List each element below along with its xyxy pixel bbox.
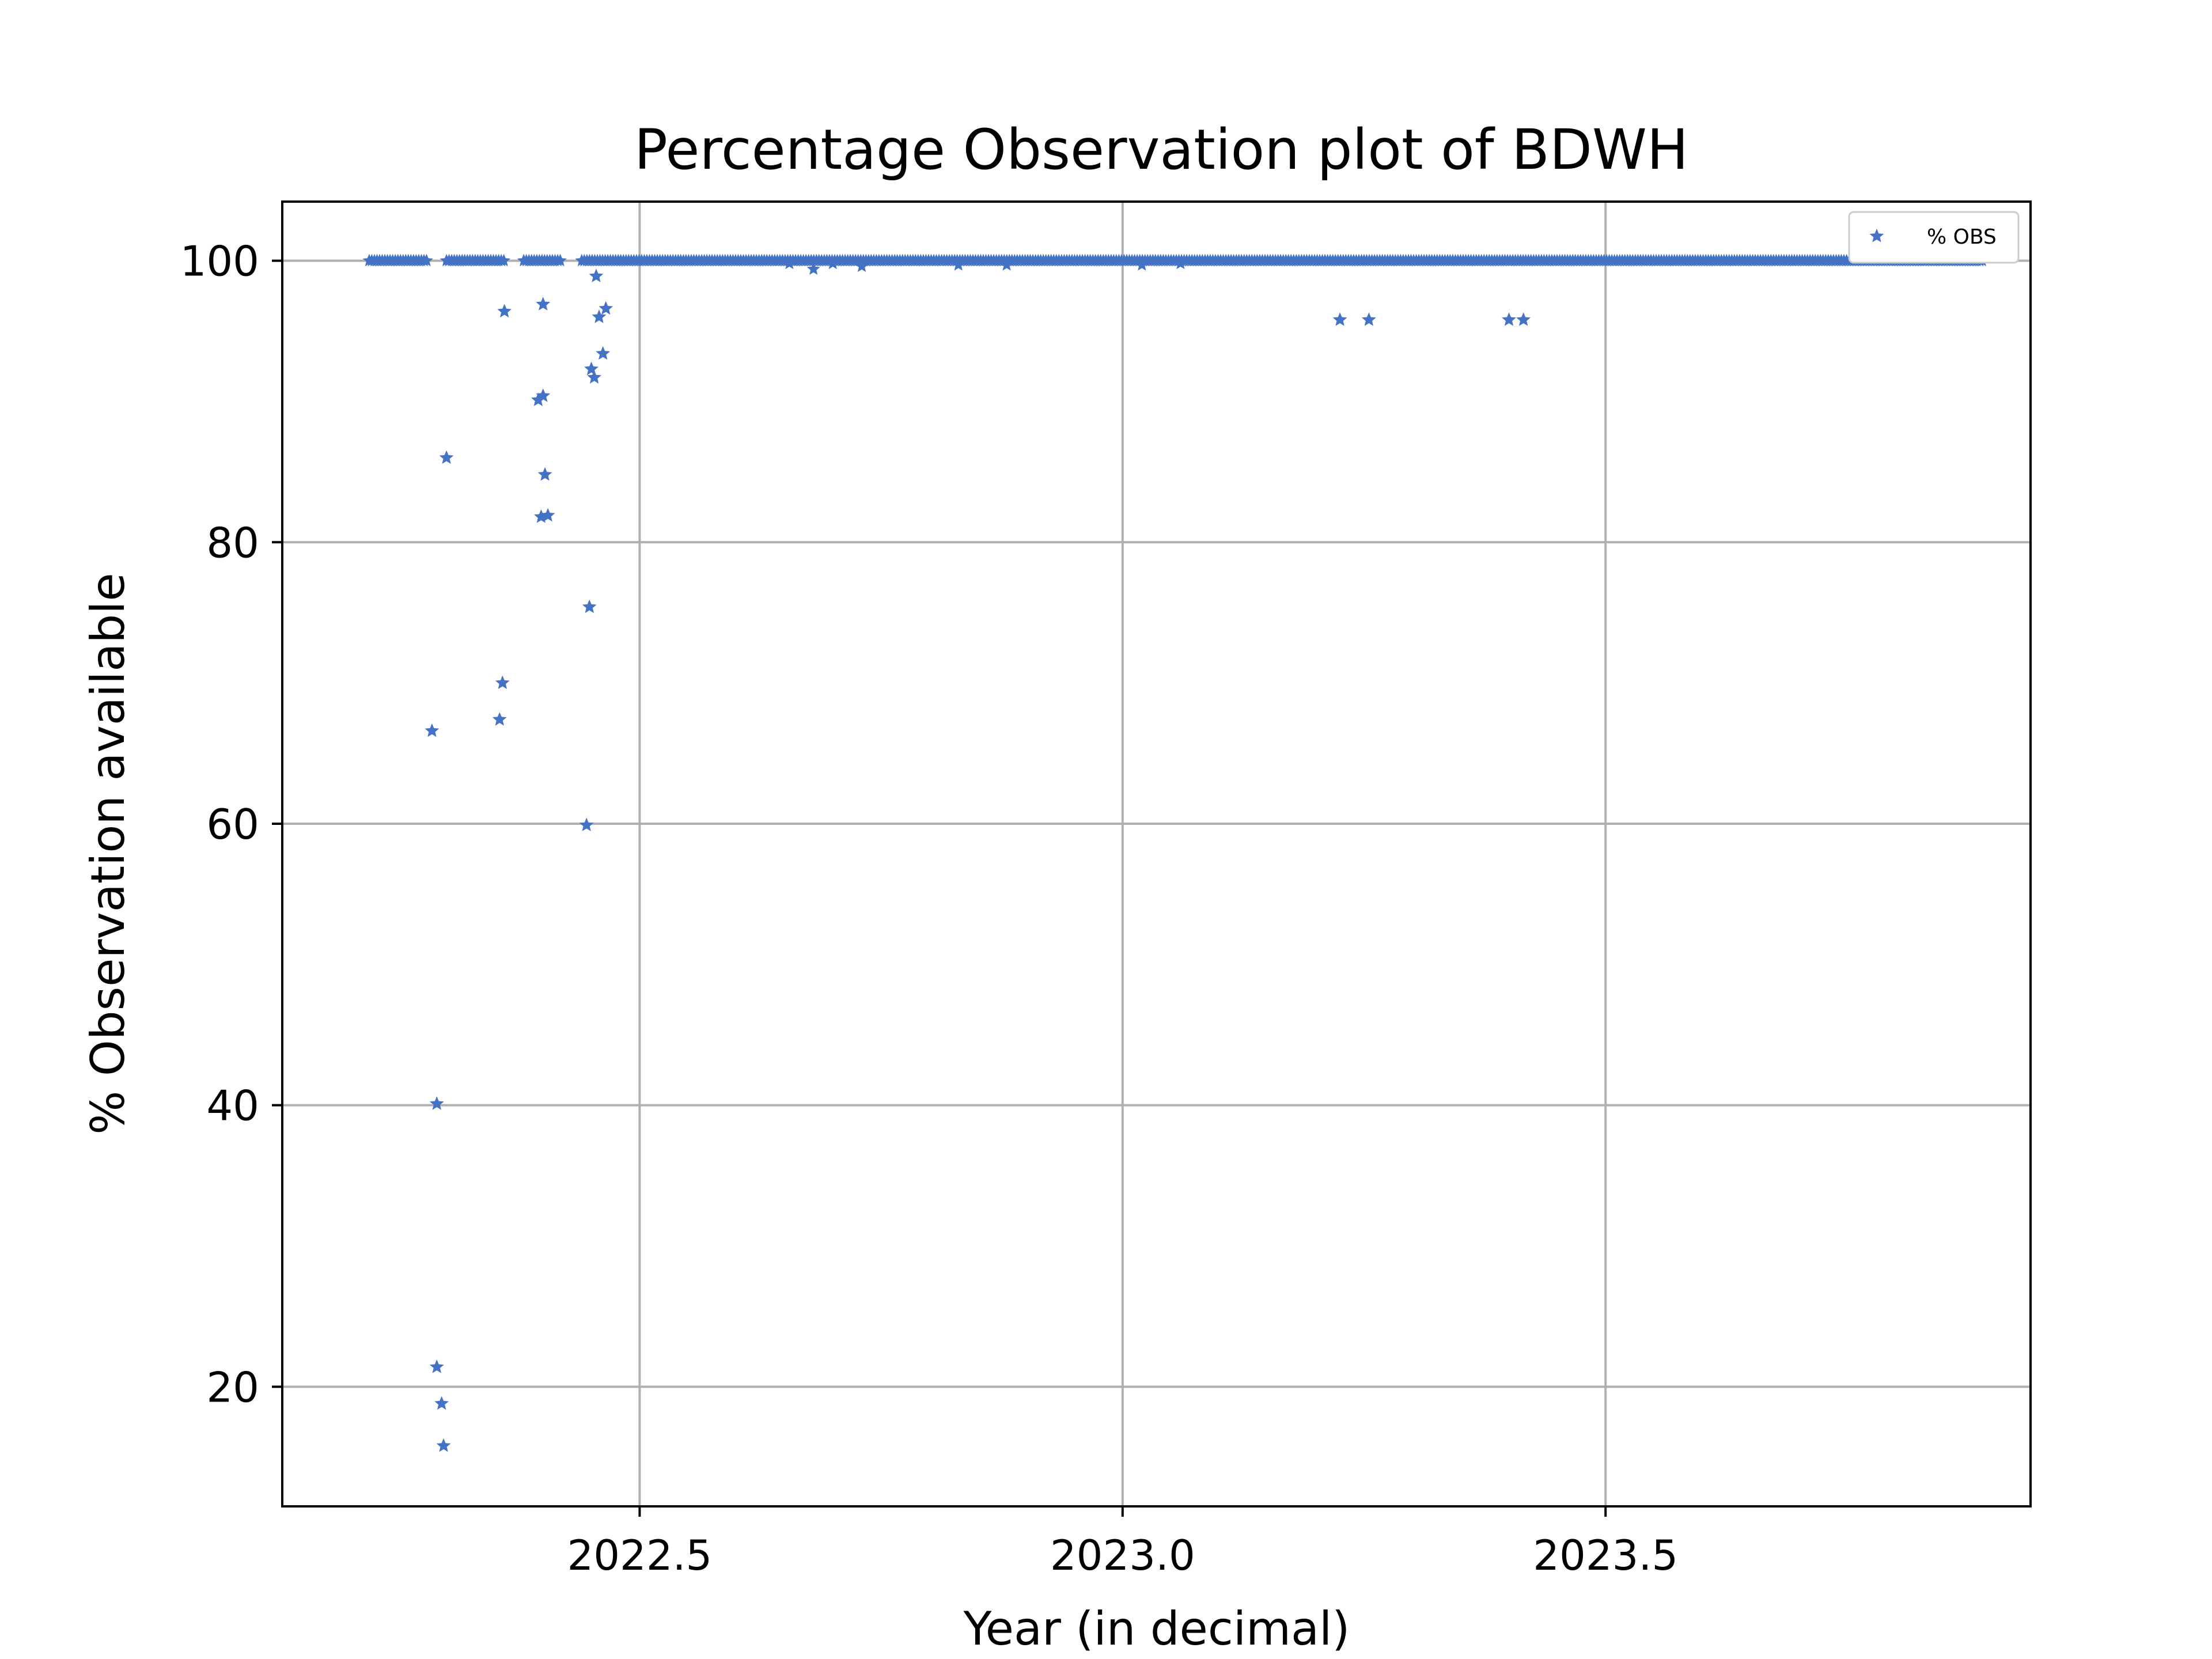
data-point — [495, 675, 510, 690]
legend: % OBS — [1848, 211, 2020, 264]
y-tick-label: 80 — [206, 518, 259, 567]
legend-marker — [1869, 229, 1884, 243]
y-tick-label: 100 — [180, 237, 259, 286]
data-point — [782, 256, 796, 270]
data-point — [492, 712, 507, 726]
x-tick-label: 2023.5 — [1533, 1531, 1678, 1580]
data-point — [589, 268, 604, 282]
x-axis-label: Year (in decimal) — [963, 1602, 1350, 1656]
data-point — [1516, 312, 1531, 326]
y-axis-label: % Observation available — [81, 573, 135, 1134]
data-point — [436, 1438, 451, 1452]
data-point — [587, 370, 601, 384]
data-point — [429, 1359, 444, 1373]
data-point — [540, 507, 555, 522]
data-point — [582, 599, 597, 613]
data-point — [497, 253, 511, 267]
data-point — [554, 253, 567, 267]
data-point — [1000, 258, 1013, 271]
data-point — [1502, 312, 1516, 326]
plot-frame — [281, 200, 2032, 1508]
legend-entry-label: % OBS — [1927, 225, 1997, 249]
data-point — [806, 262, 820, 275]
chart-title: Percentage Observation plot of BDWH — [634, 118, 1688, 182]
x-tick-label: 2022.5 — [567, 1531, 712, 1580]
x-axis-ticks: 2022.5 2023.0 2023.5 — [567, 1506, 1678, 1580]
data-point — [425, 723, 440, 737]
grid-lines — [282, 202, 2031, 1506]
data-point — [439, 450, 454, 464]
data-point — [536, 297, 551, 310]
data-point — [855, 259, 869, 272]
data-point — [599, 301, 613, 315]
legend-box — [1848, 211, 2020, 264]
data-point — [531, 392, 546, 406]
y-tick-label: 20 — [206, 1363, 259, 1411]
y-axis-ticks: 20 40 60 80 100 — [180, 237, 282, 1411]
data-point — [1362, 312, 1376, 326]
data-point — [1135, 258, 1149, 271]
data-point — [579, 817, 594, 831]
series-dense-band — [362, 253, 1989, 267]
x-tick-label: 2023.0 — [1050, 1531, 1195, 1580]
data-point — [952, 258, 965, 271]
data-point — [592, 309, 607, 323]
data-point — [596, 346, 611, 360]
y-tick-label: 40 — [206, 1082, 259, 1130]
data-point — [420, 253, 433, 267]
data-point — [826, 256, 840, 270]
data-point — [497, 304, 512, 318]
data-point — [537, 467, 552, 481]
data-point — [536, 388, 551, 402]
data-point — [434, 1396, 449, 1410]
series-points — [425, 256, 1531, 1452]
data-point — [429, 1096, 444, 1110]
data-point — [1332, 312, 1347, 326]
data-point — [1174, 256, 1187, 270]
y-tick-label: 60 — [206, 800, 259, 849]
